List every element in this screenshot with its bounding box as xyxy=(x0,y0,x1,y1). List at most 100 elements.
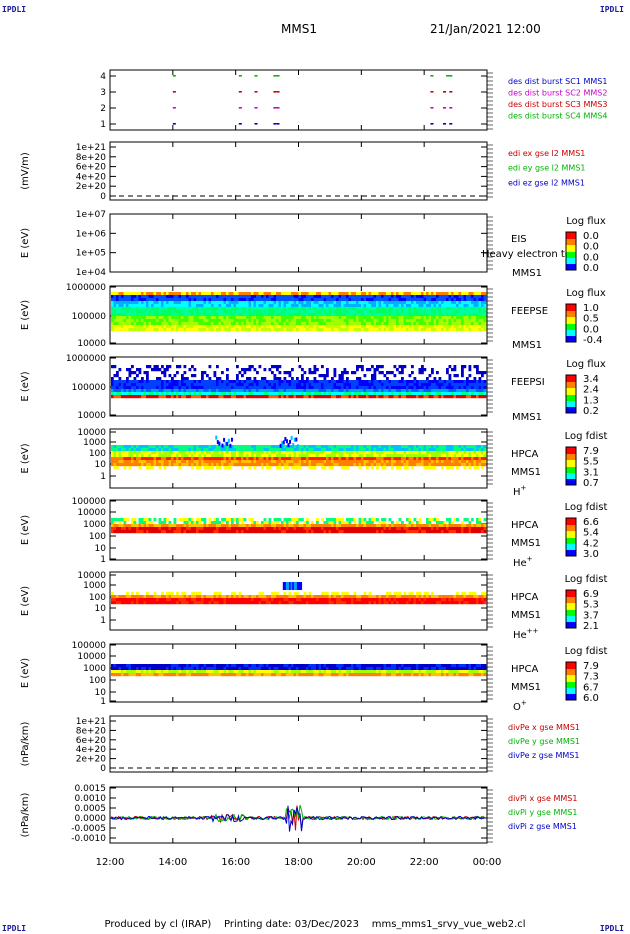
feepse-panel-cell xyxy=(303,319,307,323)
feepsi-panel-cell xyxy=(428,374,432,378)
feepse-panel-cell xyxy=(403,313,407,317)
hpca-h-panel-cell xyxy=(218,445,222,449)
feepse-panel-cell xyxy=(146,325,149,329)
feepsi-panel-cell xyxy=(381,392,384,396)
feepse-panel-cell xyxy=(483,325,487,329)
hpca-h-panel-cell xyxy=(353,463,357,467)
feepse-panel-cell xyxy=(371,295,374,299)
feepse-panel-cell xyxy=(251,295,254,299)
hpca-h-panel-cell xyxy=(468,457,472,461)
feepse-panel-cell xyxy=(406,304,409,308)
feepsi-panel-cell xyxy=(476,389,479,393)
feepsi-panel-cell xyxy=(313,377,317,381)
feepsi-panel-cell xyxy=(186,377,189,381)
feepsi-panel-cell xyxy=(346,386,349,390)
feepse-panel-cell xyxy=(426,295,429,299)
eis-panel-colorbar-cell xyxy=(566,242,576,244)
feepsi-panel-cell xyxy=(148,389,152,393)
feepse-panel-cell xyxy=(123,316,127,320)
hpca-he-panel-cell xyxy=(133,524,137,528)
feepse-panel-cell xyxy=(458,301,462,305)
feepse-panel-cell xyxy=(173,319,177,323)
hpca-h-panel-cell xyxy=(118,457,122,461)
feepsi-panel-cell xyxy=(246,377,249,381)
feepse-panel-cell xyxy=(378,298,382,302)
feepsi-panel-colorbar-cell xyxy=(566,382,576,384)
hpca-h-panel-cell xyxy=(451,448,454,452)
feepse-panel-cell xyxy=(423,313,427,317)
hpca-h-panel-cell xyxy=(473,466,477,470)
feepsi-panel-cell xyxy=(343,383,347,387)
feepse-panel-cell xyxy=(306,325,309,329)
feepse-panel-cell xyxy=(466,328,469,332)
eis-panel-ytick-label: 1e+04 xyxy=(76,268,107,278)
feepsi-panel-cell xyxy=(258,392,262,396)
feepse-panel-cell xyxy=(368,316,372,320)
feepse-panel-cell xyxy=(286,313,289,317)
hpca-h-panel-cell xyxy=(173,454,177,458)
hpca-h-panel-cell xyxy=(206,466,209,470)
feepse-panel-cell xyxy=(338,322,342,326)
feepsi-panel-cell xyxy=(183,395,187,399)
feepse-panel-cell xyxy=(318,319,322,323)
feepse-panel-cell xyxy=(383,322,387,326)
feepsi-panel-cell xyxy=(456,374,459,378)
feepse-panel-cell xyxy=(253,301,257,305)
feepse-panel-cell xyxy=(273,319,277,323)
hpca-h-panel-cell xyxy=(196,445,199,449)
feepse-panel-cell xyxy=(153,301,157,305)
hpca-h-panel-cell xyxy=(243,448,247,452)
hpca-h-panel-cell xyxy=(276,451,279,455)
hpca-h-panel-cell xyxy=(241,466,244,470)
feepse-panel-cell xyxy=(448,313,452,317)
feepse-panel-cell xyxy=(208,310,212,314)
hpca-h-panel-colorbar-cell xyxy=(566,451,576,453)
feepsi-panel-cell xyxy=(393,380,397,384)
feepse-panel-cell xyxy=(266,322,269,326)
feepse-panel-cell xyxy=(256,292,259,296)
feepsi-panel-cell xyxy=(188,389,192,393)
hpca-h-panel-cell xyxy=(183,451,187,455)
hpca-h-panel-colorbar-cell xyxy=(566,475,576,477)
feepse-panel-cell xyxy=(128,325,132,329)
feepse-panel-cell xyxy=(448,301,452,305)
feepse-panel-cell xyxy=(196,295,199,299)
feepse-panel-cell xyxy=(316,328,319,332)
feepsi-panel-cell xyxy=(376,395,379,399)
hpca-h-panel-cell xyxy=(151,466,154,470)
feepse-panel-cell xyxy=(431,292,434,296)
feepse-panel-cell xyxy=(311,301,314,305)
feepse-panel-cell xyxy=(396,304,399,308)
feepse-panel-cell xyxy=(366,328,369,332)
feepse-panel-cell xyxy=(353,322,357,326)
hpca-h-panel-cell xyxy=(416,445,419,449)
feepse-panel-cell xyxy=(381,310,384,314)
hpca-h-panel-cell xyxy=(456,460,459,464)
eis-panel-colorbar-cell xyxy=(566,236,576,238)
feepsi-panel-cell xyxy=(143,395,147,399)
feepse-panel-cell xyxy=(228,325,232,329)
eis-panel-colorbar-cell xyxy=(566,249,576,251)
hpca-h-panel-cell xyxy=(168,451,172,455)
feepse-panel-cell xyxy=(466,316,469,320)
feepse-panel-cell xyxy=(276,325,279,329)
hpca-he-panel-cell xyxy=(138,521,142,525)
hpca-h-panel-cell xyxy=(193,457,197,461)
feepsi-panel-cell xyxy=(456,392,459,396)
eis-panel-ytick-label: 1e+06 xyxy=(76,229,107,239)
feepse-panel-cell xyxy=(458,295,462,299)
feepse-panel-cell xyxy=(291,325,294,329)
eis-panel-colorbar-cell xyxy=(566,247,576,249)
feepse-panel-cell xyxy=(266,316,269,320)
feepsi-panel-cell xyxy=(376,380,379,384)
hpca-h-panel-cell xyxy=(208,448,212,452)
feepse-panel-cell xyxy=(446,319,449,323)
feepse-panel-cell xyxy=(113,328,117,332)
feepse-panel-cell xyxy=(321,319,324,323)
feepse-panel-cell xyxy=(231,307,234,311)
hpca-he-panel-cell xyxy=(243,518,247,522)
feepsi-panel-cell xyxy=(168,380,172,384)
feepse-panel-cell xyxy=(268,319,272,323)
hpca-h-panel-cell xyxy=(226,460,229,464)
feepsi-panel-cell xyxy=(236,374,239,378)
